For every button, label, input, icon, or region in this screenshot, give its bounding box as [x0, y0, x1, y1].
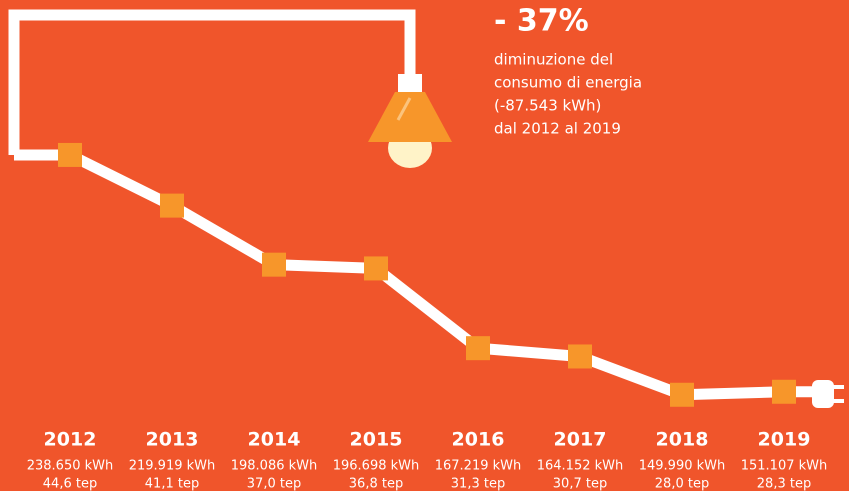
value-label: 151.107 kWh: [741, 459, 828, 474]
value-label: 196.698 kWh: [333, 459, 420, 474]
year-label: 2014: [248, 429, 301, 451]
chart: - 37% diminuzione del consumo di energia (…: [0, 0, 849, 491]
year-label: 2015: [350, 429, 403, 451]
tep-label: 41,1 tep: [145, 477, 199, 491]
tep-label: 31,3 tep: [451, 477, 505, 491]
value-label: 149.990 kWh: [639, 459, 726, 474]
marker: [568, 344, 592, 368]
marker: [364, 256, 388, 280]
marker: [58, 143, 82, 167]
plug-pin: [832, 385, 844, 389]
annotation: diminuzione del: [494, 51, 613, 69]
value-label: 167.219 kWh: [435, 459, 522, 474]
plug: [812, 380, 834, 408]
value-label: 238.650 kWh: [27, 459, 114, 474]
value-label: 219.919 kWh: [129, 459, 216, 474]
annotation: dal 2012 al 2019: [494, 120, 621, 138]
marker: [466, 336, 490, 360]
year-label: 2019: [758, 429, 811, 451]
marker: [670, 383, 694, 407]
annotation: consumo di energia: [494, 74, 642, 92]
wire: [14, 15, 410, 155]
tep-label: 36,8 tep: [349, 477, 403, 491]
data-line: [70, 155, 784, 395]
year-label: 2018: [656, 429, 709, 451]
tep-label: 37,0 tep: [247, 477, 301, 491]
tep-label: 30,7 tep: [553, 477, 607, 491]
year-label: 2016: [452, 429, 505, 451]
annotation: (-87.543 kWh): [494, 97, 601, 115]
value-label: 198.086 kWh: [231, 459, 318, 474]
tep-label: 28,0 tep: [655, 477, 709, 491]
marker: [262, 253, 286, 277]
tep-label: 28,3 tep: [757, 477, 811, 491]
tep-label: 44,6 tep: [43, 477, 97, 491]
marker: [160, 194, 184, 218]
year-label: 2012: [44, 429, 97, 451]
value-label: 164.152 kWh: [537, 459, 624, 474]
plug-pin: [832, 399, 844, 403]
headline: - 37%: [494, 4, 589, 39]
year-label: 2013: [146, 429, 199, 451]
year-label: 2017: [554, 429, 607, 451]
lamp-socket: [398, 74, 422, 94]
marker: [772, 380, 796, 404]
